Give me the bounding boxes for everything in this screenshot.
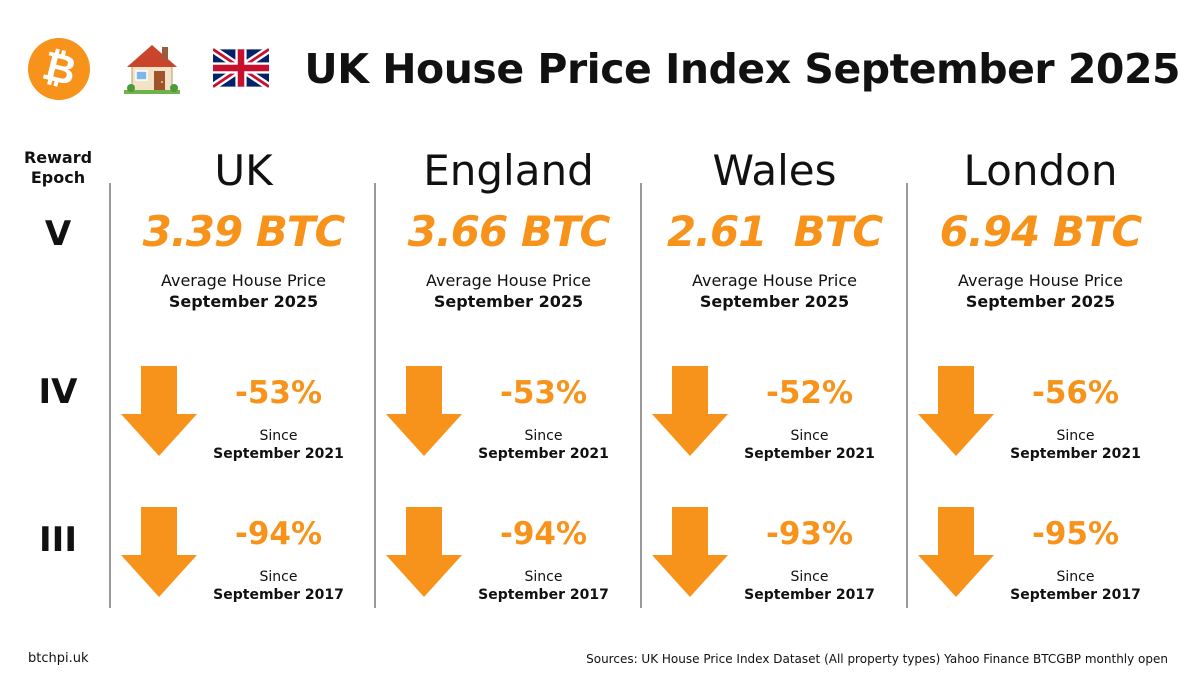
change-percent: -56% xyxy=(1031,375,1120,411)
region-column-england: England 3.66 BTC Average House Price Sep… xyxy=(376,140,641,610)
column-divider xyxy=(109,183,111,608)
bitcoin-logo-icon: ₿ xyxy=(28,38,90,100)
change-since-date: September 2017 xyxy=(1010,587,1141,603)
uk-flag-icon xyxy=(213,48,269,88)
epoch-label-iii: III xyxy=(39,520,77,560)
change-since-date: September 2021 xyxy=(1010,446,1141,462)
change-percent: -53% xyxy=(499,375,588,411)
price-value: 2.61 BTC xyxy=(666,207,883,256)
sources-note: Sources: UK House Price Index Dataset (A… xyxy=(586,652,1168,666)
price-date: September 2025 xyxy=(965,292,1116,311)
epoch-heading-line1: Reward xyxy=(23,148,93,167)
price-label: Average House Price xyxy=(957,271,1124,290)
change-percent: -53% xyxy=(234,375,323,411)
down-arrow-icon xyxy=(386,507,462,597)
price-date: September 2025 xyxy=(433,292,584,311)
change-since-label: Since xyxy=(790,428,829,444)
epoch-label-v: V xyxy=(44,214,72,254)
price-value: 3.39 BTC xyxy=(142,207,346,256)
down-arrow-icon xyxy=(652,507,728,597)
price-label: Average House Price xyxy=(691,271,858,290)
down-arrow-icon xyxy=(121,366,197,456)
region-column-london: London 6.94 BTC Average House Price Sept… xyxy=(908,140,1173,610)
change-since-label: Since xyxy=(790,569,829,585)
change-since-label: Since xyxy=(1056,569,1095,585)
change-percent: -52% xyxy=(765,375,854,411)
change-since-label: Since xyxy=(259,569,298,585)
price-value: 6.94 BTC xyxy=(939,207,1143,256)
change-since-date: September 2017 xyxy=(744,587,875,603)
change-since-date: September 2021 xyxy=(213,446,344,462)
region-name: UK xyxy=(214,146,273,195)
epoch-heading: Reward Epoch xyxy=(18,148,98,188)
down-arrow-icon xyxy=(652,366,728,456)
price-value: 3.66 BTC xyxy=(407,207,611,256)
down-arrow-icon xyxy=(121,507,197,597)
site-link[interactable]: btchpi.uk xyxy=(28,651,89,666)
region-column-uk: UK 3.39 BTC Average House Price Septembe… xyxy=(111,140,376,610)
price-date: September 2025 xyxy=(699,292,850,311)
price-label: Average House Price xyxy=(425,271,592,290)
change-since-date: September 2017 xyxy=(213,587,344,603)
change-since-date: September 2021 xyxy=(744,446,875,462)
column-divider xyxy=(640,183,642,608)
region-column-wales: Wales 2.61 BTC Average House Price Septe… xyxy=(642,140,907,610)
region-name: London xyxy=(963,146,1118,195)
price-label: Average House Price xyxy=(160,271,327,290)
change-since-label: Since xyxy=(524,428,563,444)
change-since-date: September 2021 xyxy=(478,446,609,462)
price-date: September 2025 xyxy=(168,292,319,311)
page-title: UK House Price Index September 2025 xyxy=(304,45,1180,93)
region-name: Wales xyxy=(712,146,837,195)
change-since-label: Since xyxy=(1056,428,1095,444)
down-arrow-icon xyxy=(918,507,994,597)
column-divider xyxy=(374,183,376,608)
column-divider xyxy=(906,183,908,608)
change-percent: -94% xyxy=(234,516,323,552)
change-percent: -94% xyxy=(499,516,588,552)
header: ₿ UK House Price Index September 2025 xyxy=(0,0,1200,130)
down-arrow-icon xyxy=(918,366,994,456)
down-arrow-icon xyxy=(386,366,462,456)
house-icon xyxy=(124,45,180,94)
bitcoin-glyph: ₿ xyxy=(37,42,81,96)
change-since-date: September 2017 xyxy=(478,587,609,603)
region-name: England xyxy=(423,146,594,195)
change-since-label: Since xyxy=(524,569,563,585)
epoch-label-iv: IV xyxy=(38,372,78,412)
change-percent: -95% xyxy=(1031,516,1120,552)
epoch-heading-line2: Epoch xyxy=(30,168,86,187)
change-since-label: Since xyxy=(259,428,298,444)
change-percent: -93% xyxy=(765,516,854,552)
